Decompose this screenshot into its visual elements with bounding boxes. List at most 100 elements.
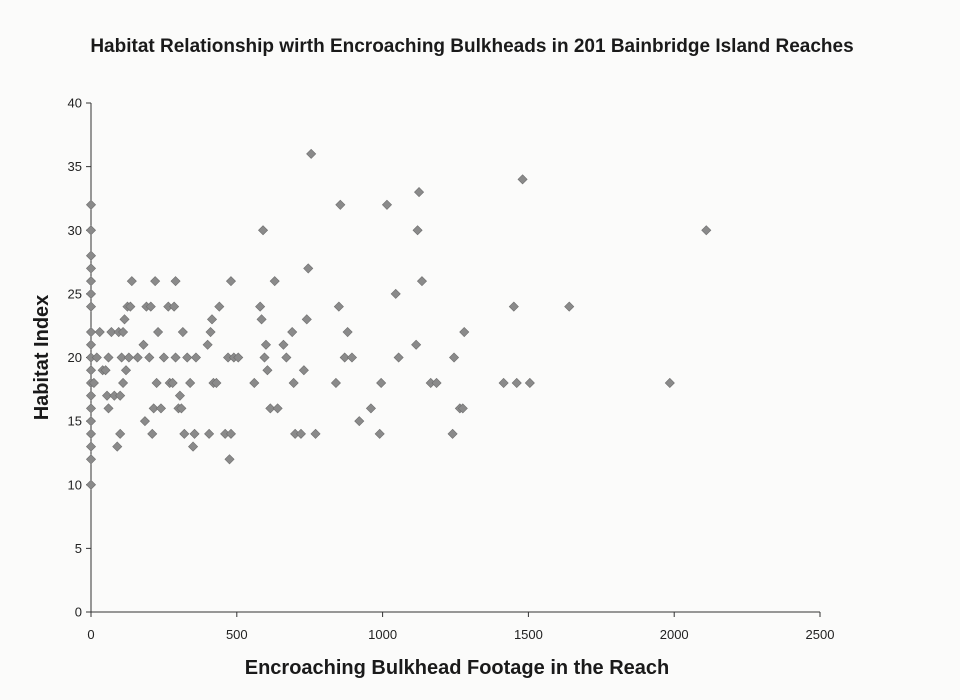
data-point [411, 339, 422, 350]
data-point [148, 403, 159, 414]
y-tick-label: 15 [68, 414, 82, 429]
data-point [182, 352, 193, 363]
data-point [288, 377, 299, 388]
y-axis-title: Habitat Index [31, 295, 53, 421]
data-point [189, 428, 200, 439]
data-point [281, 352, 292, 363]
x-tick-label: 0 [87, 627, 94, 642]
data-point [374, 428, 385, 439]
data-point [185, 377, 196, 388]
data-point [339, 352, 350, 363]
data-point [103, 403, 114, 414]
data-point [412, 225, 423, 236]
data-point [524, 377, 535, 388]
y-tick-label: 20 [68, 350, 82, 365]
data-point [106, 327, 117, 338]
data-point [147, 428, 158, 439]
data-point [206, 314, 218, 325]
data-point [85, 365, 97, 376]
data-point [449, 352, 460, 363]
data-point [85, 301, 97, 312]
data-point [85, 390, 97, 401]
data-point [701, 225, 712, 236]
data-point [85, 339, 97, 350]
data-point [258, 225, 269, 236]
data-point [205, 327, 216, 338]
data-point [155, 403, 167, 414]
data-point [447, 428, 458, 439]
data-point [459, 327, 470, 338]
data-point [176, 403, 187, 414]
data-point [115, 428, 126, 439]
data-point [190, 352, 202, 363]
data-point [85, 403, 97, 414]
data-point [85, 416, 97, 427]
data-point [259, 352, 270, 363]
data-point [393, 352, 404, 363]
data-point [132, 352, 143, 363]
data-point [335, 199, 346, 210]
y-tick-label: 35 [68, 159, 82, 174]
data-point [225, 276, 236, 287]
data-point [376, 377, 387, 388]
data-point [298, 365, 309, 376]
data-point [112, 441, 123, 452]
data-point [94, 327, 105, 338]
data-point [365, 403, 376, 414]
data-point [174, 390, 185, 401]
data-point [100, 365, 111, 376]
data-point [85, 327, 97, 338]
data-point [145, 301, 156, 312]
chart-title: Habitat Relationship wirth Encroaching B… [90, 36, 854, 57]
data-point [123, 352, 134, 363]
data-point [85, 479, 97, 490]
data-point [91, 352, 102, 363]
data-point [346, 352, 358, 363]
data-point [342, 327, 353, 338]
data-point [287, 327, 298, 338]
data-point [167, 377, 178, 388]
data-point [153, 327, 164, 338]
data-point [233, 352, 244, 363]
data-point [85, 441, 97, 452]
y-tick-label: 5 [75, 541, 82, 556]
data-point [431, 377, 442, 388]
data-point [188, 441, 199, 452]
data-point [214, 301, 225, 312]
y-tick-label: 0 [75, 605, 82, 620]
data-point [256, 314, 267, 325]
data-point [126, 276, 137, 287]
data-point [303, 263, 314, 274]
data-points [85, 148, 712, 490]
data-point [390, 288, 401, 299]
data-point [354, 416, 365, 427]
data-point [138, 339, 149, 350]
x-tick-label: 2000 [660, 627, 689, 642]
data-point [295, 428, 306, 439]
data-point [120, 365, 132, 376]
data-point [511, 377, 522, 388]
data-point [119, 314, 130, 325]
data-point [508, 301, 519, 312]
tick-labels: 0 5 10 15 20 25 30 35 40 0 500 1000 1500 2000 2500 [68, 96, 835, 643]
y-tick-label: 25 [68, 286, 82, 301]
data-point [269, 276, 280, 287]
y-tick-label: 30 [68, 223, 82, 238]
data-point [381, 199, 392, 210]
data-point [202, 339, 213, 350]
y-tick-label: 10 [68, 477, 82, 492]
x-axis-title: Encroaching Bulkhead Footage in the Reac… [245, 657, 670, 679]
data-point [158, 352, 169, 363]
data-point [664, 377, 675, 388]
data-point [139, 416, 150, 427]
data-point [306, 148, 317, 159]
data-point [116, 352, 127, 363]
data-point [255, 301, 266, 312]
data-point [272, 403, 283, 414]
data-point [265, 403, 276, 414]
data-point [144, 352, 155, 363]
x-tick-label: 1500 [514, 627, 543, 642]
data-point [260, 339, 271, 350]
